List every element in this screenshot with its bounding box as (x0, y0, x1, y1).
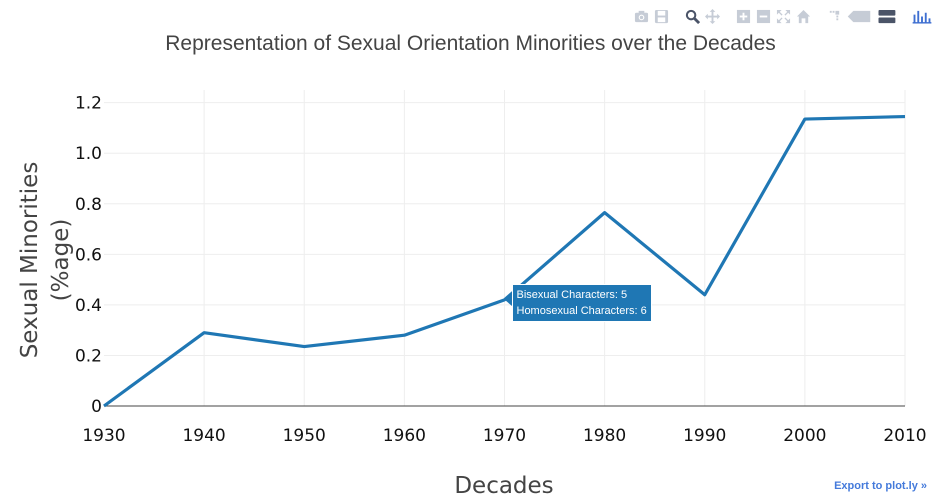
modebar (633, 7, 933, 25)
x-tick-label: 1960 (383, 426, 426, 446)
data-point[interactable] (200, 329, 208, 337)
grid-lines (104, 90, 906, 407)
tooltip-line-bisexual: Bisexual Characters: 5 (516, 288, 628, 301)
y-tick-label: 0.4 (75, 296, 102, 316)
export-to-plotly-link[interactable]: Export to plot.ly » (834, 480, 927, 492)
y-tick-label: 0.8 (75, 195, 102, 215)
save-icon[interactable] (653, 7, 670, 25)
home-icon[interactable] (795, 7, 812, 25)
x-tick-labels: 1930 1940 1950 1960 1970 1980 1990 2000 2010 (82, 426, 926, 446)
x-tick-label: 1950 (283, 426, 326, 446)
x-tick-label: 1940 (182, 426, 225, 446)
y-tick-label: 0 (91, 397, 102, 417)
x-tick-label: 1980 (583, 426, 626, 446)
y-tick-label: 0.2 (75, 346, 102, 366)
data-point[interactable] (901, 113, 909, 121)
zoom-icon[interactable] (684, 7, 701, 25)
tooltip-line-homosexual: Homosexual Characters: 6 (516, 304, 647, 317)
zoom-in-icon[interactable] (735, 7, 752, 25)
x-axis-title: Decades (454, 473, 553, 499)
tooltip-arrow (504, 293, 512, 306)
data-point[interactable] (601, 209, 609, 217)
x-tick-label: 1930 (82, 426, 125, 446)
chart-title: Representation of Sexual Orientation Min… (165, 32, 776, 55)
spike-lines-icon[interactable] (826, 7, 843, 25)
data-point[interactable] (701, 291, 709, 299)
y-tick-label: 1.0 (75, 144, 102, 164)
hover-tooltip: Bisexual Characters: 5 Homosexual Charac… (511, 283, 652, 322)
hover-compare-icon[interactable] (875, 7, 897, 25)
autoscale-icon[interactable] (775, 7, 792, 25)
y-tick-labels: 0 0.2 0.4 0.6 0.8 1.0 1.2 (75, 94, 102, 417)
hover-closest-icon[interactable] (846, 7, 872, 25)
plotly-logo-icon[interactable] (911, 7, 933, 25)
y-tick-label: 0.6 (75, 245, 102, 265)
y-tick-label: 1.2 (75, 94, 102, 114)
data-point[interactable] (300, 343, 308, 351)
y-axis-title-line-1: Sexual Minorities (17, 162, 43, 359)
data-point[interactable] (400, 331, 408, 339)
x-tick-label: 1990 (683, 426, 726, 446)
x-tick-label: 2010 (883, 426, 926, 446)
zoom-out-icon[interactable] (755, 7, 772, 25)
pan-icon[interactable] (704, 7, 721, 25)
camera-icon[interactable] (633, 7, 650, 25)
x-tick-label: 1970 (483, 426, 526, 446)
x-tick-label: 2000 (783, 426, 826, 446)
data-point[interactable] (801, 115, 809, 123)
y-axis-title-line-2: (%age) (48, 219, 74, 302)
